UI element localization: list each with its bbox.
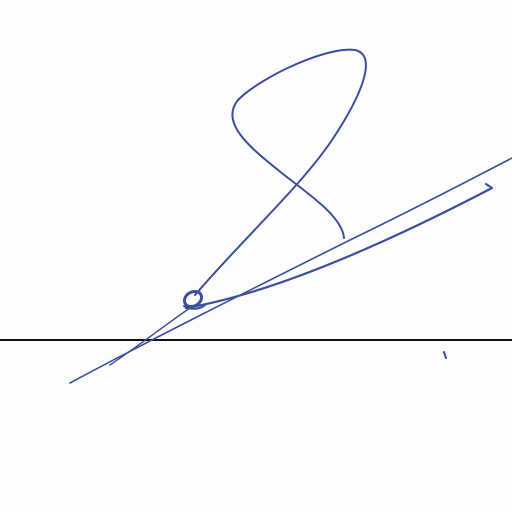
signature-loop (194, 48, 367, 296)
signature-stroke (69, 157, 512, 384)
signature-stroke (184, 182, 494, 310)
signature-stroke (109, 307, 191, 366)
signature-knot (182, 289, 204, 309)
signature-stroke (183, 303, 207, 310)
signature (69, 48, 512, 384)
ink-speck (443, 351, 447, 359)
